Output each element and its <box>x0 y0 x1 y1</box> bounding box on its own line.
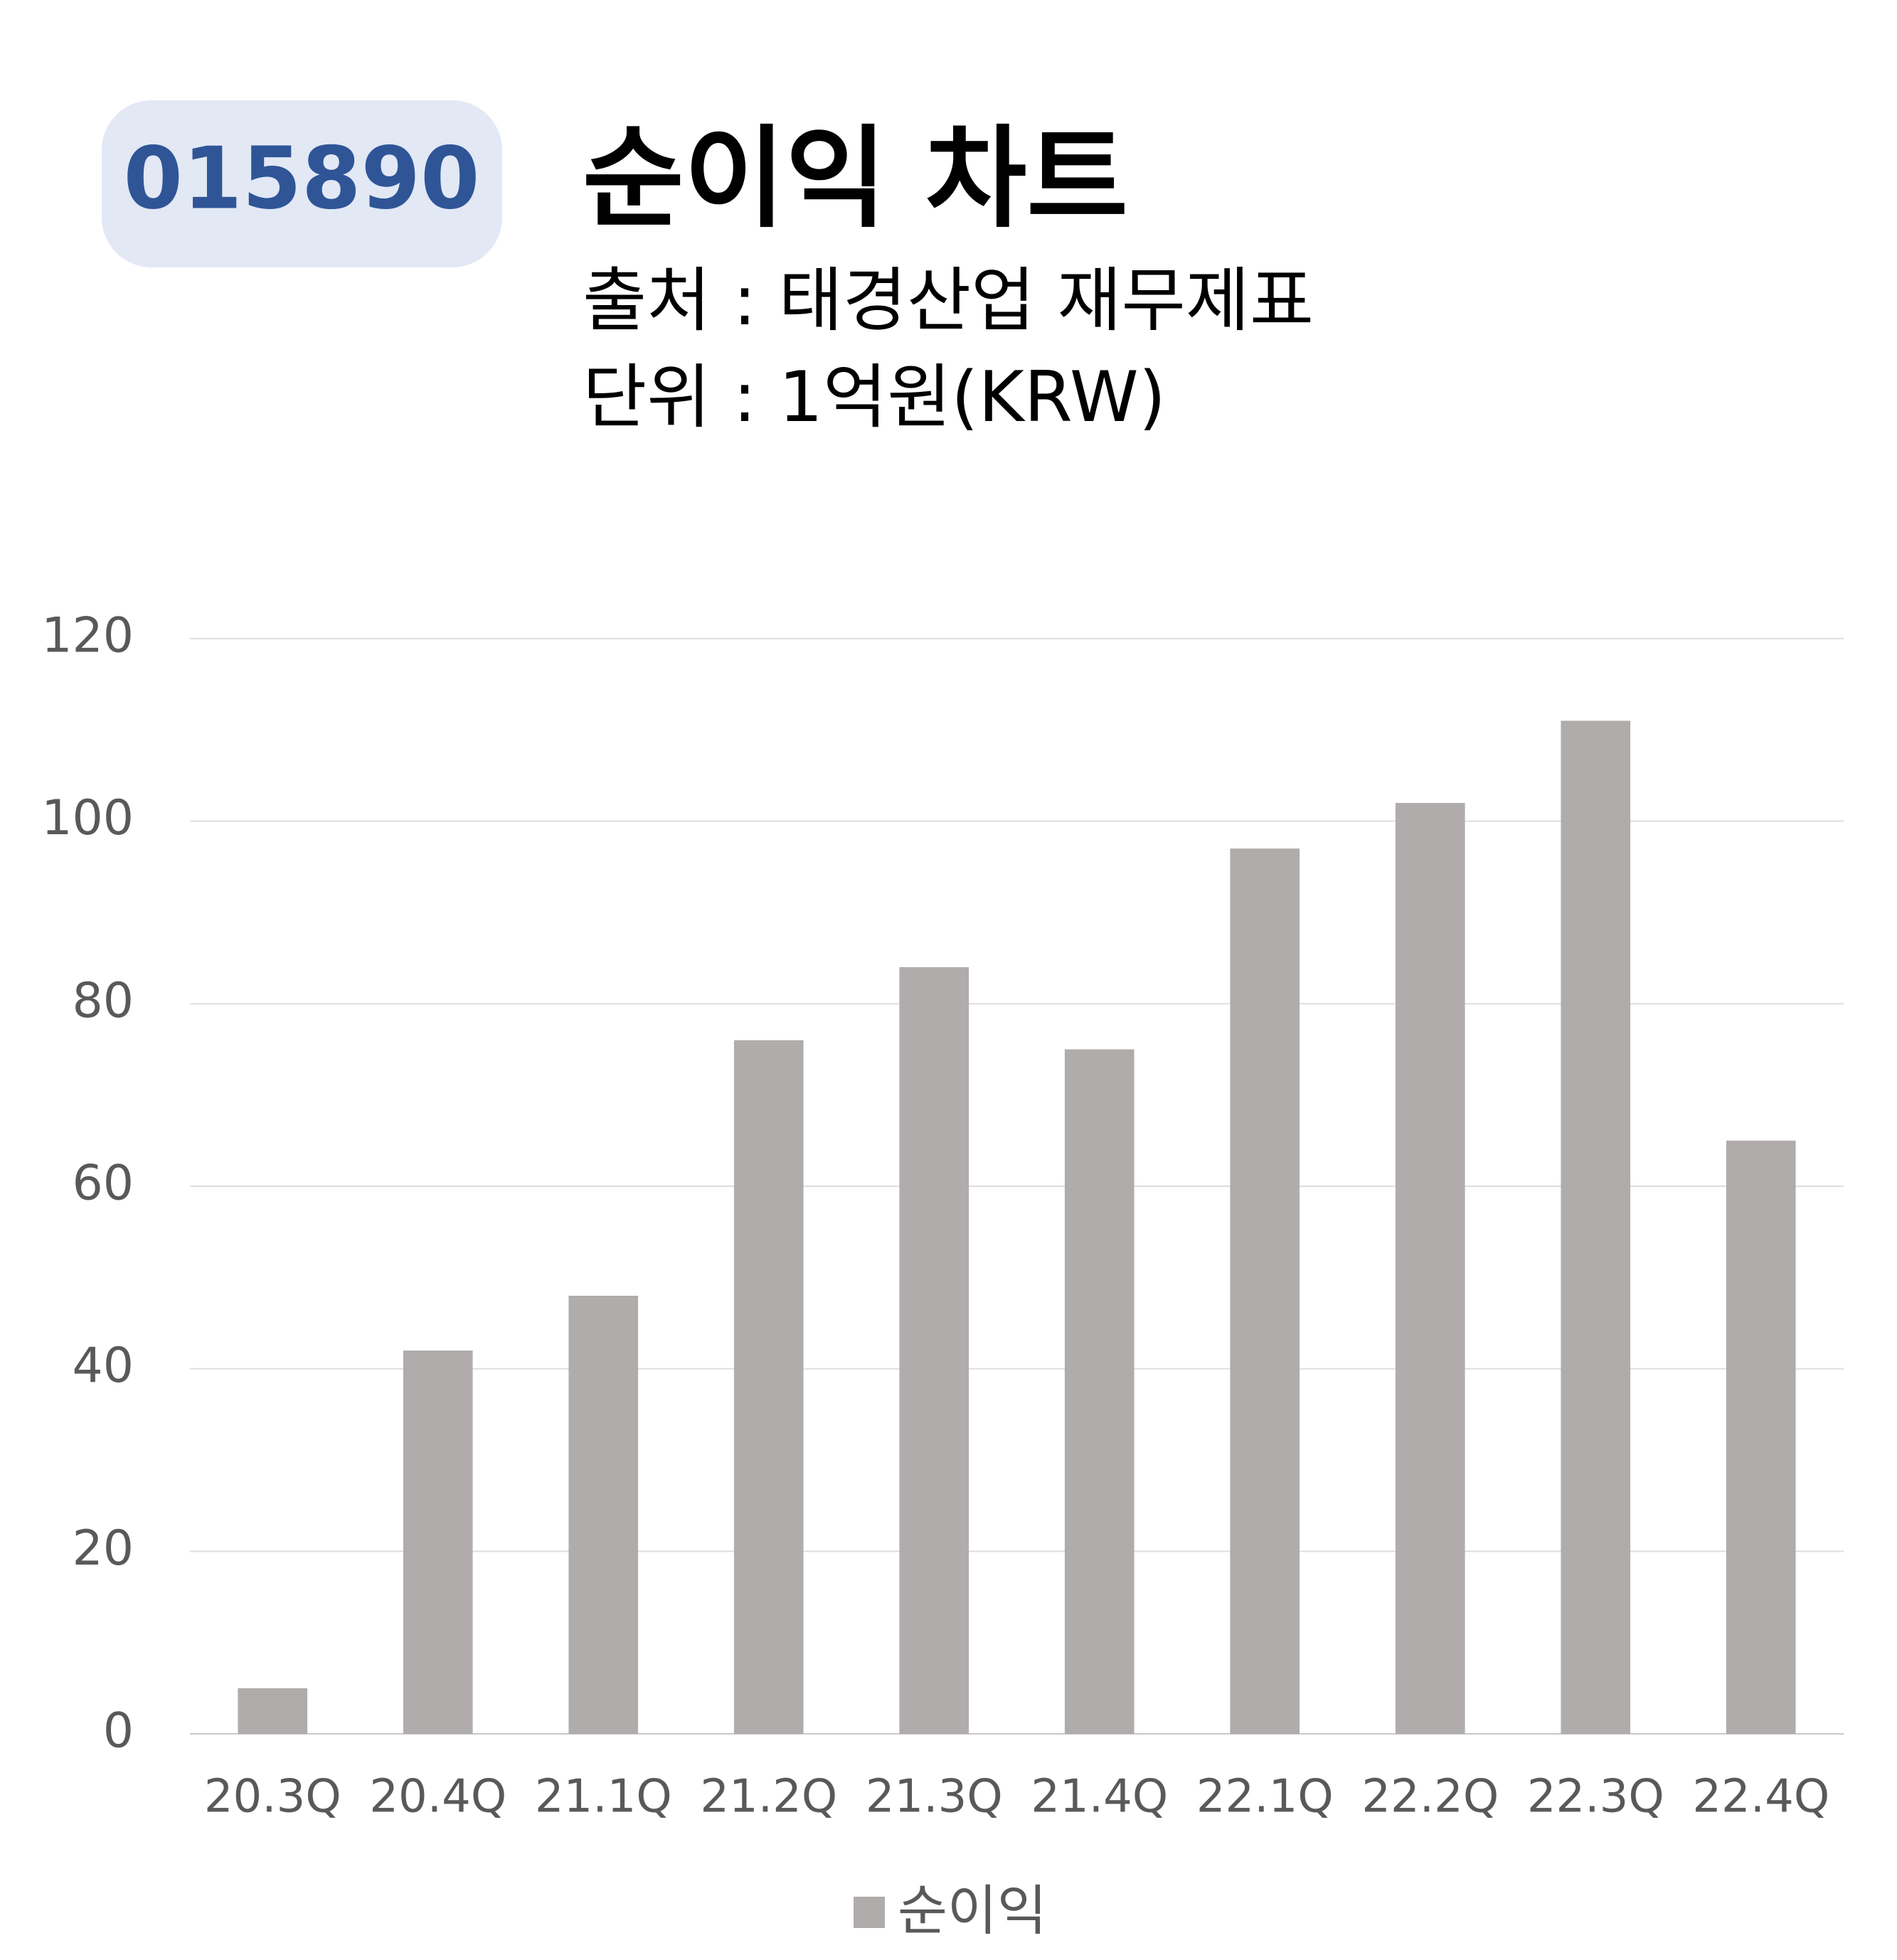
y-tick-label: 120 <box>41 608 134 664</box>
x-tick-label: 22.3Q <box>1527 1771 1664 1823</box>
x-tick-label: 22.1Q <box>1196 1771 1334 1823</box>
x-tick-label: 21.4Q <box>1031 1771 1168 1823</box>
bar <box>1561 720 1631 1734</box>
x-tick-label: 22.2Q <box>1361 1771 1499 1823</box>
bar <box>1726 1140 1796 1734</box>
bar <box>238 1688 308 1734</box>
bar <box>1395 803 1465 1734</box>
subtitle: 출처 : 태경산업 재무제표 <box>583 260 1314 341</box>
y-tick-label: 20 <box>72 1520 134 1577</box>
x-tick-label: 20.4Q <box>369 1771 506 1823</box>
badge-box <box>102 100 502 267</box>
x-tick-label: 22.4Q <box>1692 1771 1829 1823</box>
y-tick-label: 0 <box>103 1703 134 1759</box>
badge: 015890 <box>124 130 480 229</box>
legend-swatch <box>854 1897 885 1928</box>
bar <box>568 1296 639 1734</box>
bar <box>1064 1049 1135 1734</box>
y-tick-label: 60 <box>72 1156 134 1212</box>
x-tick-label: 21.1Q <box>535 1771 672 1823</box>
legend-label: 순이익 <box>898 1879 1047 1942</box>
x-tick-label: 21.2Q <box>700 1771 837 1823</box>
y-tick-label: 100 <box>41 790 134 846</box>
y-tick-label: 40 <box>72 1338 134 1394</box>
bar <box>403 1351 473 1734</box>
chart-title: 순이익 차트 <box>583 114 1128 243</box>
bar <box>1230 848 1300 1734</box>
x-tick-label: 20.3Q <box>204 1771 341 1823</box>
bar <box>733 1040 804 1734</box>
bar <box>899 967 969 1734</box>
x-tick-label: 21.3Q <box>866 1771 1003 1823</box>
subtitle: 단위 : 1억원(KRW) <box>583 357 1166 438</box>
y-tick-label: 80 <box>72 973 134 1029</box>
